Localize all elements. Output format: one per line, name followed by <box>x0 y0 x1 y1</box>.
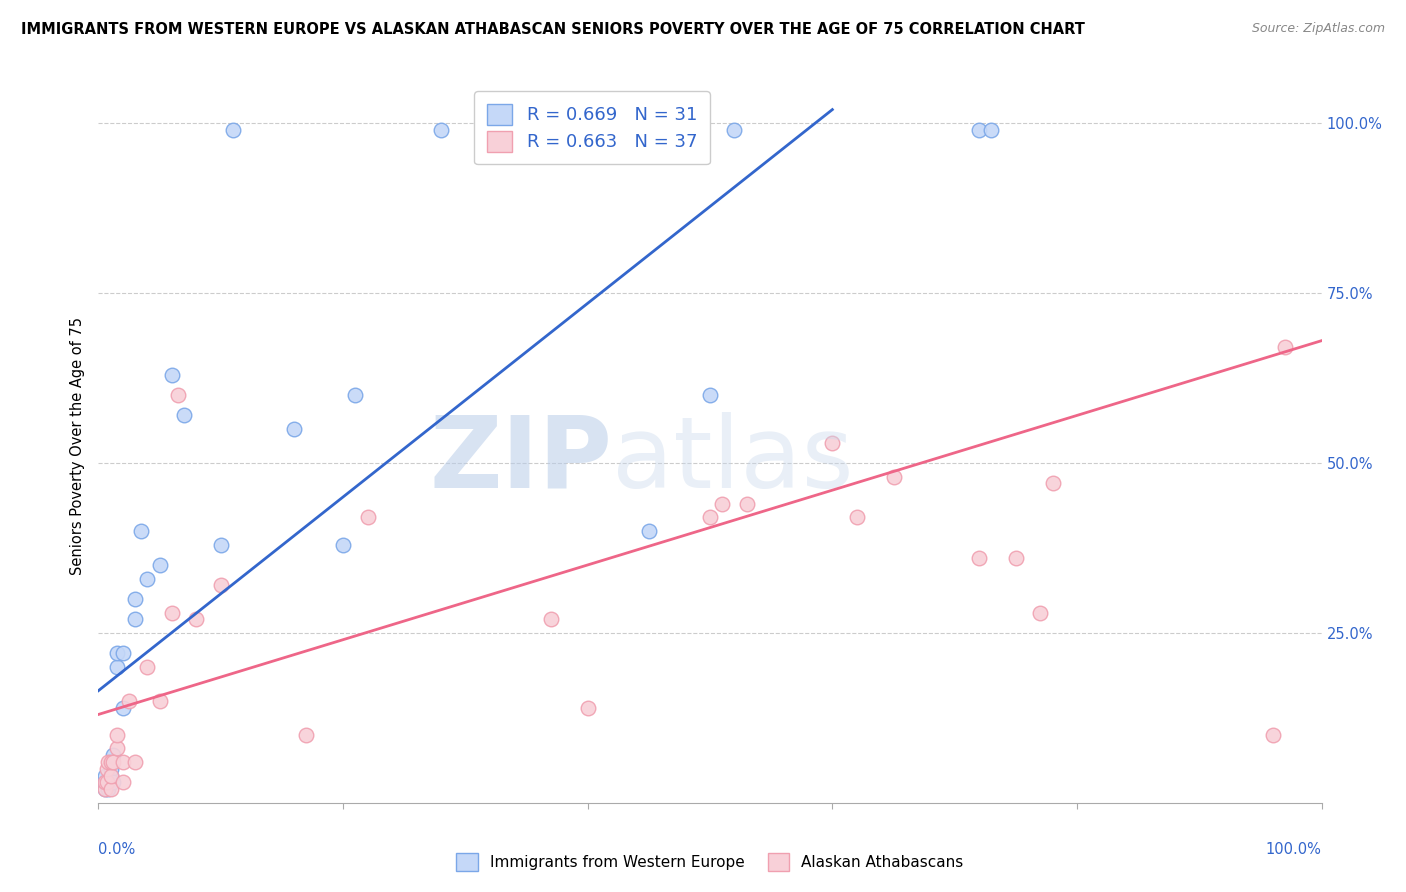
Point <box>980 123 1002 137</box>
Point <box>295 728 318 742</box>
Point <box>93 782 115 797</box>
Point <box>283 422 305 436</box>
Point <box>1042 476 1064 491</box>
Point <box>638 524 661 538</box>
Point <box>101 748 124 763</box>
Point <box>97 782 120 797</box>
Point <box>100 769 122 783</box>
Point <box>100 782 122 797</box>
Point <box>97 775 120 789</box>
Text: Source: ZipAtlas.com: Source: ZipAtlas.com <box>1251 22 1385 36</box>
Point <box>967 551 990 566</box>
Point <box>111 755 134 769</box>
Point <box>93 782 115 797</box>
Point <box>1274 341 1296 355</box>
Text: 100.0%: 100.0% <box>1265 842 1322 857</box>
Point <box>96 762 118 776</box>
Point <box>1004 551 1026 566</box>
Point <box>845 510 868 524</box>
Point <box>883 469 905 483</box>
Text: atlas: atlas <box>612 412 853 508</box>
Text: IMMIGRANTS FROM WESTERN EUROPE VS ALASKAN ATHABASCAN SENIORS POVERTY OVER THE AG: IMMIGRANTS FROM WESTERN EUROPE VS ALASKA… <box>21 22 1085 37</box>
Point <box>356 510 378 524</box>
Point <box>93 775 115 789</box>
Point <box>735 497 758 511</box>
Point <box>430 123 453 137</box>
Point <box>100 762 122 776</box>
Point <box>124 591 146 606</box>
Point <box>105 728 128 742</box>
Point <box>149 694 172 708</box>
Point <box>105 660 128 674</box>
Point <box>699 388 721 402</box>
Text: ZIP: ZIP <box>429 412 612 508</box>
Point <box>699 510 721 524</box>
Text: 0.0%: 0.0% <box>98 842 135 857</box>
Point <box>97 755 120 769</box>
Y-axis label: Seniors Poverty Over the Age of 75: Seniors Poverty Over the Age of 75 <box>70 317 86 575</box>
Point <box>576 700 599 714</box>
Point <box>821 435 844 450</box>
Point <box>209 537 232 551</box>
Point <box>332 537 354 551</box>
Point <box>540 612 562 626</box>
Point <box>124 755 146 769</box>
Point <box>100 755 122 769</box>
Point <box>222 123 245 137</box>
Point <box>1261 728 1284 742</box>
Point <box>160 606 183 620</box>
Point <box>93 775 115 789</box>
Point <box>136 660 159 674</box>
Point <box>186 612 208 626</box>
Point <box>723 123 745 137</box>
Point <box>111 700 134 714</box>
Point <box>124 612 146 626</box>
Point <box>1029 606 1052 620</box>
Point <box>149 558 172 572</box>
Point <box>136 572 159 586</box>
Point <box>118 694 141 708</box>
Point <box>967 123 990 137</box>
Point <box>101 755 124 769</box>
Point <box>344 388 367 402</box>
Point <box>167 388 190 402</box>
Point <box>93 769 115 783</box>
Point <box>105 646 128 660</box>
Point <box>173 409 195 423</box>
Point <box>96 775 118 789</box>
Point <box>209 578 232 592</box>
Point <box>711 497 734 511</box>
Point <box>100 769 122 783</box>
Point <box>111 646 134 660</box>
Point <box>101 775 124 789</box>
Legend: Immigrants from Western Europe, Alaskan Athabascans: Immigrants from Western Europe, Alaskan … <box>450 847 970 877</box>
Point <box>160 368 183 382</box>
Point <box>111 775 134 789</box>
Point <box>129 524 152 538</box>
Point <box>105 741 128 756</box>
